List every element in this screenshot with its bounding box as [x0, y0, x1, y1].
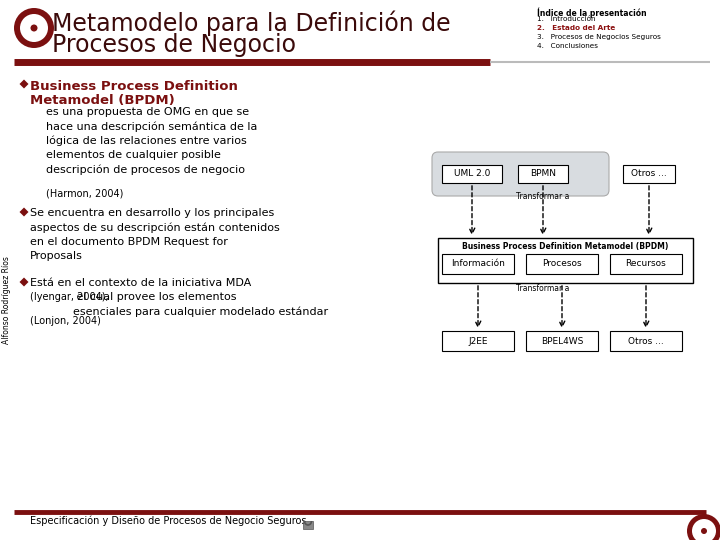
Bar	[526, 254, 598, 274]
Text: (Harmon, 2004): (Harmon, 2004)	[46, 189, 123, 199]
Bar	[303, 521, 313, 529]
Text: UML 2.0: UML 2.0	[454, 170, 490, 179]
Text: (Lonjon, 2004): (Lonjon, 2004)	[30, 316, 101, 326]
Circle shape	[20, 14, 48, 42]
Bar	[442, 254, 514, 274]
Bar	[610, 331, 682, 351]
Text: Procesos: Procesos	[542, 260, 582, 268]
Bar	[518, 165, 568, 183]
Circle shape	[700, 527, 708, 535]
Bar	[610, 254, 682, 274]
Bar	[623, 165, 675, 183]
Circle shape	[692, 519, 716, 540]
Text: Transformar a: Transformar a	[516, 192, 570, 201]
Text: Business Process Definition: Business Process Definition	[30, 80, 238, 93]
Text: BPMN: BPMN	[530, 170, 556, 179]
Text: Está en el contexto de la iniciativa MDA: Está en el contexto de la iniciativa MDA	[30, 278, 251, 288]
Circle shape	[692, 519, 716, 540]
Text: Índice de la presentación: Índice de la presentación	[537, 8, 647, 18]
Bar	[438, 238, 693, 283]
Bar	[442, 165, 502, 183]
Circle shape	[30, 24, 37, 31]
Text: 2.   Estado del Arte: 2. Estado del Arte	[537, 25, 616, 31]
Text: BPEL4WS: BPEL4WS	[541, 336, 583, 346]
Text: (Iyengar, 2004),: (Iyengar, 2004),	[30, 292, 109, 302]
Text: Otros ...: Otros ...	[628, 336, 664, 346]
Text: Metamodel (BPDM): Metamodel (BPDM)	[30, 94, 175, 107]
Circle shape	[20, 14, 48, 42]
Text: Procesos de Negocio: Procesos de Negocio	[52, 33, 296, 57]
Text: 4.   Conclusiones: 4. Conclusiones	[537, 43, 598, 49]
Polygon shape	[19, 79, 29, 89]
Text: Se encuentra en desarrollo y los principales
aspectos de su descripción están co: Se encuentra en desarrollo y los princip…	[30, 208, 280, 261]
Text: J2EE: J2EE	[468, 336, 487, 346]
Polygon shape	[19, 207, 29, 217]
Text: Metamodelo para la Definición de: Metamodelo para la Definición de	[52, 10, 451, 36]
Circle shape	[25, 19, 43, 37]
Text: el cual provee los elementos
esenciales para cualquier modelado estándar: el cual provee los elementos esenciales …	[73, 292, 328, 317]
Text: es una propuesta de OMG en que se
hace una descripción semántica de la
lógica de: es una propuesta de OMG en que se hace u…	[46, 107, 257, 176]
Text: 1.   Introducción: 1. Introducción	[537, 16, 595, 22]
FancyBboxPatch shape	[432, 152, 609, 196]
Circle shape	[696, 523, 712, 539]
Circle shape	[14, 8, 54, 48]
Text: Alfonso Rodríguez Ríos: Alfonso Rodríguez Ríos	[2, 256, 12, 344]
Text: Otros ...: Otros ...	[631, 170, 667, 179]
Text: Especificación y Diseño de Procesos de Negocio Seguros: Especificación y Diseño de Procesos de N…	[30, 516, 307, 526]
Text: Business Process Definition Metamodel (BPDM): Business Process Definition Metamodel (B…	[462, 242, 668, 251]
Text: 3.   Procesos de Negocios Seguros: 3. Procesos de Negocios Seguros	[537, 34, 661, 40]
Text: 9: 9	[698, 516, 706, 529]
Circle shape	[696, 523, 712, 539]
Circle shape	[25, 19, 43, 37]
Polygon shape	[19, 278, 29, 287]
Circle shape	[29, 23, 39, 33]
Text: Información: Información	[451, 260, 505, 268]
Circle shape	[687, 514, 720, 540]
Circle shape	[701, 528, 707, 534]
Text: Recursos: Recursos	[626, 260, 667, 268]
Bar	[442, 331, 514, 351]
Text: Transformar a: Transformar a	[516, 284, 570, 293]
Bar	[526, 331, 598, 351]
